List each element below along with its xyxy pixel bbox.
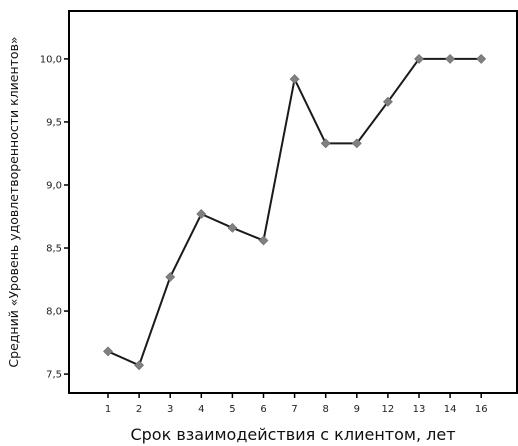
- y-tick-label: 7,5: [46, 370, 62, 381]
- data-point: [445, 53, 456, 64]
- data-point: [320, 138, 331, 149]
- x-tick-label: 13: [413, 404, 426, 415]
- data-point: [227, 222, 238, 233]
- data-point: [351, 138, 362, 149]
- y-axis-title: Средний «Уровень удовлетворенности клиен…: [6, 36, 21, 367]
- x-tick-label: 1: [105, 404, 111, 415]
- data-point: [289, 74, 300, 85]
- data-point: [382, 96, 393, 107]
- x-tick-label: 4: [198, 404, 204, 415]
- data-point: [196, 209, 207, 219]
- data-point: [103, 346, 113, 357]
- data-point: [258, 235, 269, 246]
- x-axis-title: Срок взаимодействия с клиентом, лет: [130, 425, 455, 444]
- y-tick-label: 9,5: [46, 117, 62, 128]
- x-tick-label: 6: [260, 404, 266, 415]
- x-tick-label: 7: [291, 404, 297, 415]
- y-axis-ticks: 7,5 8,0 8,5 9,0 9,5 10,0: [40, 54, 69, 381]
- x-tick-label: 5: [229, 404, 235, 415]
- data-point: [165, 272, 176, 282]
- series-line: [107, 57, 482, 367]
- x-tick-label: 9: [354, 404, 360, 415]
- x-tick-label: 16: [475, 404, 488, 415]
- x-tick-label: 3: [167, 404, 173, 415]
- x-axis-ticks: 1 2 3 4 5 6 7 8 9 12 13 14 16: [105, 393, 488, 415]
- y-tick-label: 9,0: [46, 180, 62, 191]
- data-point: [476, 53, 487, 64]
- plot-frame: [68, 10, 518, 394]
- data-point: [414, 53, 424, 64]
- x-tick-label: 8: [323, 404, 329, 415]
- x-tick-label: 14: [444, 404, 457, 415]
- series-markers: [103, 53, 487, 371]
- data-point: [134, 360, 145, 371]
- x-tick-label: 12: [382, 404, 395, 415]
- y-tick-label: 8,5: [46, 244, 62, 255]
- y-tick-label: 10,0: [40, 54, 62, 65]
- y-tick-label: 8,0: [46, 307, 62, 318]
- x-tick-label: 2: [136, 404, 142, 415]
